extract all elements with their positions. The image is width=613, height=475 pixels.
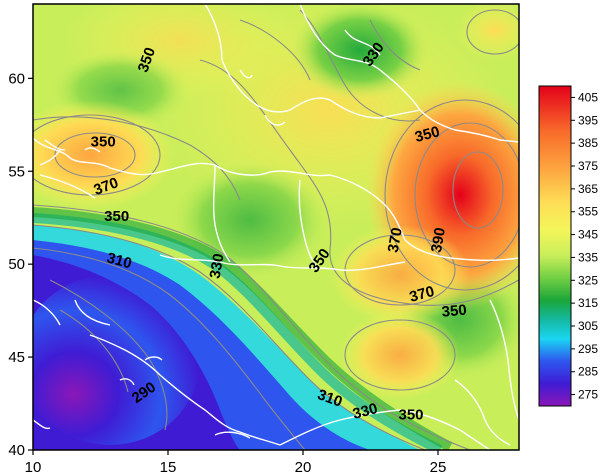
colorbar-tick-label: 315 <box>578 296 598 310</box>
colorbar-tick-label: 405 <box>578 90 598 104</box>
country-borders <box>33 4 519 450</box>
y-tick-label: 60 <box>8 70 25 87</box>
colorbar-tick-label: 375 <box>578 159 598 173</box>
contour-label: 350 <box>441 302 467 321</box>
y-tick-label: 55 <box>8 163 25 180</box>
y-tick-label: 40 <box>8 442 25 459</box>
colorbar-tick-label: 275 <box>578 388 598 402</box>
y-tick-label: 50 <box>8 256 25 273</box>
colorbar: 405 395 385 375 365 355 345 335 325 315 305 295 285 2… <box>538 85 598 407</box>
colorbar-tick-label: 365 <box>578 182 598 196</box>
colorbar-tick-label: 355 <box>578 205 598 219</box>
colorbar-gradient <box>538 85 572 407</box>
colorbar-tick-label: 395 <box>578 113 598 127</box>
colorbar-tick-label: 305 <box>578 319 598 333</box>
contour-label: 390 <box>428 226 449 254</box>
colorbar-tick-label: 385 <box>578 136 598 150</box>
x-tick-label: 15 <box>160 459 177 475</box>
colorbar-tick-label: 285 <box>578 365 598 379</box>
colorbar-tick-label: 325 <box>578 273 598 287</box>
colorbar-tick-label: 345 <box>578 228 598 242</box>
contour-label: 310 <box>105 249 134 272</box>
contour-label: 350 <box>398 407 423 424</box>
contour-label: 330 <box>351 400 380 423</box>
contour-label: 350 <box>104 208 129 225</box>
contour-label: 350 <box>91 134 116 151</box>
colorbar-tick-label: 335 <box>578 250 598 264</box>
contour-label: 350 <box>413 123 442 146</box>
contour-label: 330 <box>207 252 228 280</box>
x-axis: 10 15 20 25 <box>25 450 447 475</box>
x-tick-label: 10 <box>25 459 42 475</box>
colorbar-tick-label: 295 <box>578 342 598 356</box>
y-axis: 40 45 50 55 60 <box>8 70 33 459</box>
plot-frame <box>32 3 520 451</box>
contour-label: 370 <box>408 283 437 306</box>
x-tick-label: 25 <box>430 459 447 475</box>
x-tick-label: 20 <box>295 459 312 475</box>
contour-label: 370 <box>385 226 406 254</box>
colorbar-labels: 405 395 385 375 365 355 345 335 325 315 305 295 285 2… <box>571 90 598 402</box>
y-tick-label: 45 <box>8 349 25 366</box>
